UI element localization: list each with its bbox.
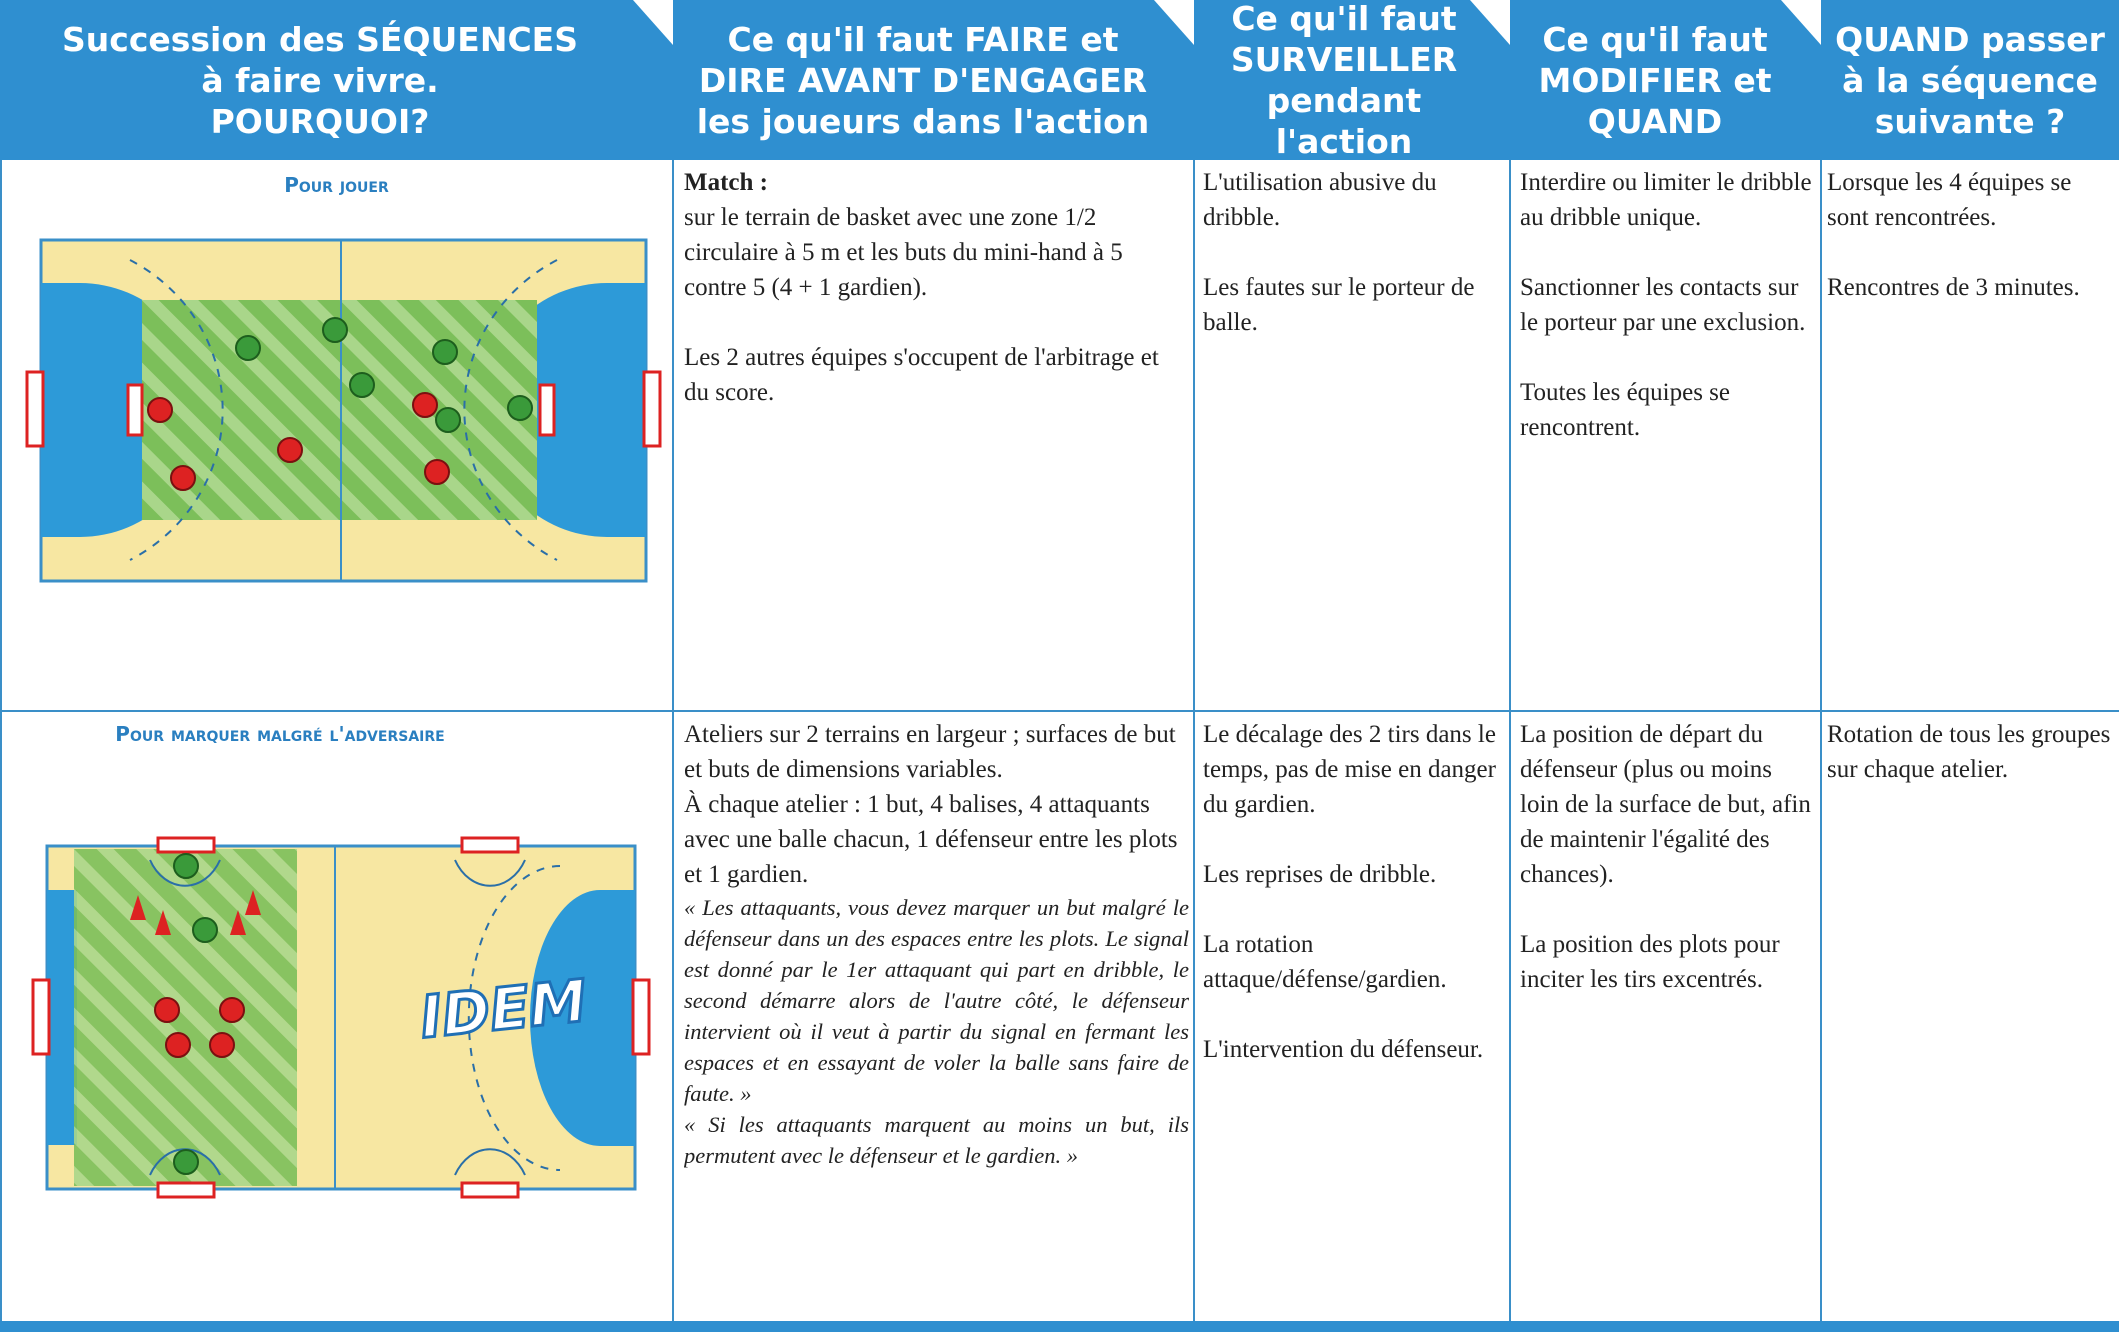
header-line: QUAND [1587, 101, 1723, 141]
table-cell: L'utilisation abusive du dribble. Les fau… [1203, 165, 1503, 707]
cell-paragraph: Rotation de tous les groupes sur chaque … [1827, 721, 2111, 783]
cell-quote: « Les attaquants, vous devez marquer un … [684, 895, 1189, 1106]
header-cell: Ce qu'il faut FAIRE et DIRE AVANT D'ENGAG… [673, 0, 1173, 160]
cell-quote: « Si les attaquants marquent au moins un… [684, 1112, 1189, 1168]
header-cell: Ce qu'il faut MODIFIER et QUAND [1510, 0, 1800, 160]
cell-paragraph: Les 2 autres équipes s'occupent de l'arb… [684, 344, 1159, 406]
cell-paragraph: La position de départ du défenseur (plus… [1520, 721, 1811, 888]
table-cell: Lorsque les 4 équipes se sont rencontrée… [1827, 165, 2119, 707]
header-line: Succession des SÉQUENCES [62, 19, 578, 59]
cell-paragraph: L'intervention du défenseur. [1203, 1036, 1484, 1063]
header-cell: Ce qu'il faut SURVEILLER pendant l'action [1194, 0, 1494, 161]
table-cell: Ateliers sur 2 terrains en largeur ; sur… [684, 717, 1189, 1317]
cell-paragraph: Sanctionner les contacts sur le porteur … [1520, 274, 1806, 336]
header-line: QUAND passer [1835, 19, 2105, 59]
header-line: SURVEILLER [1230, 40, 1458, 79]
cell-paragraph: Rencontres de 3 minutes. [1827, 274, 2080, 301]
cell-paragraph: La rotation attaque/défense/gardien. [1203, 931, 1447, 993]
row-label: Pour jouer [284, 173, 389, 197]
cell-paragraph: Toutes les équipes se rencontrent. [1520, 379, 1731, 441]
header-line: suivante ? [1874, 101, 2066, 141]
header-line: à faire vivre. [201, 60, 439, 100]
cell-heading: Match : [684, 169, 768, 196]
header-line: pendant l'action [1266, 81, 1422, 161]
header-line: Ce qu'il faut [1542, 19, 1768, 59]
row-label: Pour marquer malgré l'adversaire [115, 722, 445, 746]
table-cell: Match : sur le terrain de basket avec une… [684, 165, 1189, 707]
header-line: à la séquence [1842, 60, 2098, 100]
cell-paragraph: Les fautes sur le porteur de balle. [1203, 274, 1475, 336]
header-line: les joueurs dans l'action [696, 101, 1150, 141]
cell-paragraph: La position des plots pour inciter les t… [1520, 931, 1780, 993]
cell-paragraph: sur le terrain de basket avec une zone 1… [684, 204, 1123, 301]
cell-paragraph: Ateliers sur 2 terrains en largeur ; sur… [684, 721, 1176, 783]
cell-paragraph: À chaque atelier : 1 but, 4 balises, 4 a… [684, 791, 1178, 888]
header-cell: QUAND passer à la séquence suivante ? [1821, 0, 2119, 160]
table-cell: Le décalage des 2 tirs dans le temps, pa… [1203, 717, 1503, 1317]
cell-paragraph: Le décalage des 2 tirs dans le temps, pa… [1203, 721, 1496, 818]
table-cell: La position de départ du défenseur (plus… [1520, 717, 1815, 1317]
header-line: MODIFIER et [1538, 60, 1772, 100]
header-line: DIRE AVANT D'ENGAGER [698, 60, 1148, 100]
table-cell: Rotation de tous les groupes sur chaque … [1827, 717, 2119, 1317]
header-line: Ce qu'il faut [1231, 0, 1457, 38]
cell-paragraph: Lorsque les 4 équipes se sont rencontrée… [1827, 169, 2072, 231]
table-cell: Interdire ou limiter le dribble au dribb… [1520, 165, 1815, 707]
cell-paragraph: L'utilisation abusive du dribble. [1203, 169, 1437, 231]
header-cell: Succession des SÉQUENCES à faire vivre. PO… [0, 0, 640, 160]
header-line: POURQUOI? [210, 101, 430, 141]
header-line: Ce qu'il faut FAIRE et [727, 19, 1119, 59]
cell-paragraph: Les reprises de dribble. [1203, 861, 1437, 888]
cell-paragraph: Interdire ou limiter le dribble au dribb… [1520, 169, 1812, 231]
